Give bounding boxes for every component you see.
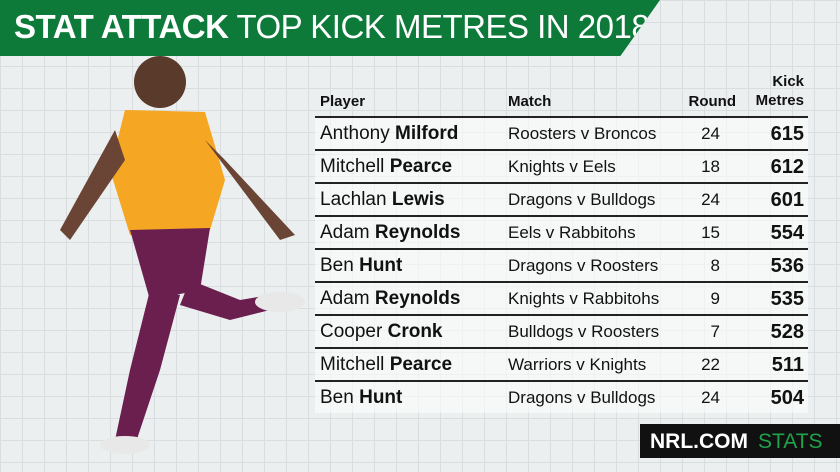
player-name: Ben Hunt bbox=[320, 387, 402, 409]
table-row: Ben Hunt Dragons v Roosters 8 536 bbox=[315, 248, 808, 281]
first-name: Mitchell bbox=[320, 354, 385, 375]
column-header: Match bbox=[508, 93, 552, 110]
first-name: Adam bbox=[320, 222, 370, 243]
last-name: Hunt bbox=[359, 255, 403, 276]
first-name: Adam bbox=[320, 288, 370, 309]
last-name: Pearce bbox=[389, 156, 453, 177]
round: 8 bbox=[710, 256, 720, 275]
title: STAT ATTACK TOP KICK METRES IN 2018 bbox=[14, 8, 650, 46]
player-name: Adam Reynolds bbox=[320, 222, 460, 244]
player-name: Lachlan Lewis bbox=[320, 189, 445, 211]
round: 9 bbox=[710, 289, 720, 308]
kick-metres: 615 bbox=[770, 123, 804, 145]
last-name: Cronk bbox=[387, 321, 443, 342]
last-name: Reynolds bbox=[374, 222, 461, 243]
player-illustration bbox=[60, 56, 305, 454]
kick-metres: 528 bbox=[770, 321, 804, 343]
player-name: Adam Reynolds bbox=[320, 288, 460, 310]
footer-label: STATS bbox=[758, 430, 823, 453]
first-name: Lachlan bbox=[320, 189, 387, 210]
player-name: Mitchell Pearce bbox=[320, 156, 452, 178]
table-row: Anthony Milford Roosters v Broncos 24 615 bbox=[315, 116, 808, 149]
last-name: Reynolds bbox=[374, 288, 461, 309]
title-text: TOP KICK METRES IN 2018 bbox=[236, 8, 650, 45]
round: 7 bbox=[710, 322, 720, 341]
last-name: Hunt bbox=[359, 387, 403, 408]
round: 24 bbox=[701, 388, 720, 407]
first-name: Anthony bbox=[320, 123, 390, 144]
stats-table: Player Match Round Kick Metres Anthony M… bbox=[315, 70, 808, 413]
round: 22 bbox=[701, 355, 720, 374]
kick-metres: 554 bbox=[770, 222, 804, 244]
match: Knights v Rabbitohs bbox=[508, 289, 660, 308]
match: Dragons v Roosters bbox=[508, 256, 659, 275]
title-bold: STAT ATTACK bbox=[14, 8, 229, 45]
match: Roosters v Broncos bbox=[508, 124, 657, 143]
round: 18 bbox=[701, 157, 720, 176]
footer-badge: NRL.COM STATS bbox=[640, 424, 840, 458]
match: Dragons v Bulldogs bbox=[508, 388, 656, 407]
kick-metres: 504 bbox=[770, 387, 804, 409]
table-header: Player Match Round Kick Metres bbox=[315, 70, 808, 116]
kick-metres: 601 bbox=[770, 189, 804, 211]
first-name: Ben bbox=[320, 387, 354, 408]
table-row: Adam Reynolds Eels v Rabbitohs 15 554 bbox=[315, 215, 808, 248]
column-header: Kick Metres bbox=[755, 73, 804, 109]
round: 24 bbox=[701, 190, 720, 209]
first-name: Ben bbox=[320, 255, 354, 276]
match: Dragons v Bulldogs bbox=[508, 190, 656, 209]
round: 15 bbox=[701, 223, 720, 242]
first-name: Mitchell bbox=[320, 156, 385, 177]
last-name: Milford bbox=[395, 123, 459, 144]
player-name: Anthony Milford bbox=[320, 123, 458, 145]
last-name: Lewis bbox=[391, 189, 445, 210]
player-name: Mitchell Pearce bbox=[320, 354, 452, 376]
match: Knights v Eels bbox=[508, 157, 616, 176]
match: Warriors v Knights bbox=[508, 355, 647, 374]
last-name: Pearce bbox=[389, 354, 453, 375]
round: 24 bbox=[701, 124, 720, 143]
player-name: Ben Hunt bbox=[320, 255, 402, 277]
player-name: Cooper Cronk bbox=[320, 321, 443, 343]
column-header: Player bbox=[320, 93, 366, 110]
first-name: Cooper bbox=[320, 321, 383, 342]
table-row: Lachlan Lewis Dragons v Bulldogs 24 601 bbox=[315, 182, 808, 215]
table-row: Mitchell Pearce Knights v Eels 18 612 bbox=[315, 149, 808, 182]
match: Eels v Rabbitohs bbox=[508, 223, 636, 242]
table-row: Ben Hunt Dragons v Bulldogs 24 504 bbox=[315, 380, 808, 413]
title-banner: STAT ATTACK TOP KICK METRES IN 2018 bbox=[0, 0, 660, 56]
kick-metres: 536 bbox=[770, 255, 804, 277]
column-header: Round bbox=[688, 93, 736, 110]
table-row: Mitchell Pearce Warriors v Knights 22 511 bbox=[315, 347, 808, 380]
kick-metres: 511 bbox=[771, 354, 804, 376]
kick-metres: 535 bbox=[770, 288, 804, 310]
table-row: Cooper Cronk Bulldogs v Roosters 7 528 bbox=[315, 314, 808, 347]
footer-brand: NRL.COM bbox=[650, 430, 748, 453]
table-row: Adam Reynolds Knights v Rabbitohs 9 535 bbox=[315, 281, 808, 314]
kick-metres: 612 bbox=[770, 156, 804, 178]
match: Bulldogs v Roosters bbox=[508, 322, 660, 341]
table-body: Anthony Milford Roosters v Broncos 24 615 Mi… bbox=[315, 116, 808, 413]
